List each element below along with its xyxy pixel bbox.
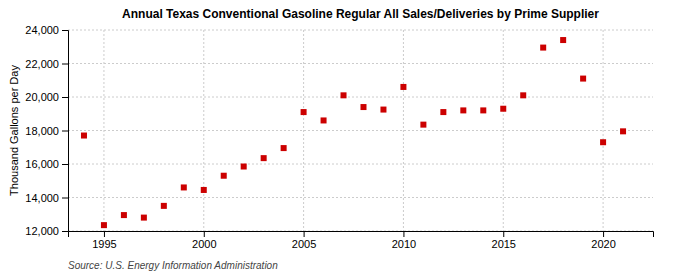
point [201,187,207,193]
y-tick: 16,000 [25,158,68,170]
y-tick-label: 14,000 [25,192,59,204]
y-tick-mark [62,64,68,65]
point [101,222,107,228]
y-axis-line [62,31,69,232]
points [81,37,626,228]
x-tick-label: 2015 [492,238,516,250]
point [400,84,406,90]
point [440,109,446,115]
grid-line-y [68,197,653,198]
grid-line-x [403,30,404,231]
point [500,106,506,112]
x-tick-label: 2010 [392,238,416,250]
point [261,155,267,161]
y-tick-mark [62,131,68,132]
y-tick-label: 20,000 [25,91,59,103]
x-tick-mark [603,231,604,237]
y-tick-label: 24,000 [25,24,59,36]
point [560,37,566,43]
grid-line-x [203,30,204,231]
grid-line-x [303,30,304,231]
point [540,45,546,51]
grid-line-x [503,30,504,231]
y-tick-mark [62,30,68,31]
y-tick: 14,000 [25,192,68,204]
y-tick-mark [62,97,68,98]
point [480,107,486,113]
y-tick-label: 18,000 [25,125,59,137]
point [420,122,426,128]
y-tick-mark [62,198,68,199]
x-axis-line [69,232,654,238]
x-tick: 2020 [591,231,615,250]
grid-line-y [68,63,653,64]
x-tick: 2010 [392,231,416,250]
point [141,215,147,221]
y-tick-label: 16,000 [25,158,59,170]
point [380,107,386,113]
y-tick-label: 12,000 [25,225,59,237]
grid [68,30,653,231]
chart: 1995 2000 2005 2010 2015 2020 12,000 14,000 16,0… [0,0,675,275]
y-axis: 12,000 14,000 16,000 18,000 20,000 22,000 24,0… [25,24,68,237]
y-tick: 12,000 [25,225,68,237]
point [620,128,626,134]
point [181,184,187,190]
x-tick-label: 2000 [192,238,216,250]
point [161,203,167,209]
annotation: Source: U.S. Energy Information Administ… [68,260,278,271]
x-tick-mark [503,231,504,237]
x-tick-mark [204,231,205,237]
point [321,117,327,123]
x-tick-label: 2020 [591,238,615,250]
point [460,107,466,113]
title: Annual Texas Conventional Gasoline Regul… [122,7,599,21]
x-axis: 1995 2000 2005 2010 2015 2020 [69,231,654,250]
point [81,133,87,139]
grid-line-x [103,30,104,231]
point [341,92,347,98]
plot-area: 1995 2000 2005 2010 2015 2020 12,000 14,000 16,0… [25,24,653,250]
grid-line-y [68,164,653,165]
x-tick-mark [104,231,105,237]
x-tick: 2015 [492,231,516,250]
point [121,212,127,218]
point [301,109,307,115]
x-tick-label: 2005 [292,238,316,250]
point [580,76,586,82]
point [600,139,606,145]
point [520,92,526,98]
point [281,145,287,151]
y-tick: 24,000 [25,24,68,36]
x-tick: 1995 [92,231,116,250]
grid-line-x [603,30,604,231]
y-tick: 20,000 [25,91,68,103]
y-tick-mark [62,164,68,165]
x-tick-mark [304,231,305,237]
y-tick-label: 22,000 [25,58,59,70]
grid-line-y [68,97,653,98]
grid-line-y [68,30,653,31]
y-tick: 18,000 [25,125,68,137]
y-tick-mark [62,231,68,232]
x-tick-mark [403,231,404,237]
x-tick-label: 1995 [92,238,116,250]
y-axis-title: Thousand Gallons per Day [8,65,20,196]
point [360,104,366,110]
y-tick: 22,000 [25,58,68,70]
x-tick: 2000 [192,231,216,250]
point [221,173,227,179]
grid-line-y [68,130,653,131]
point [241,164,247,170]
x-tick: 2005 [292,231,316,250]
